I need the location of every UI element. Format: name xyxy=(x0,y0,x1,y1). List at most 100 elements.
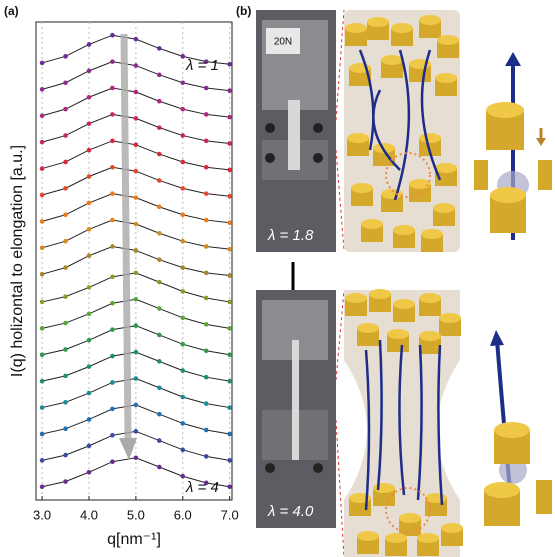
data-point xyxy=(227,300,232,305)
ring-top xyxy=(409,179,431,189)
ring-top xyxy=(393,299,415,309)
data-point xyxy=(180,315,185,320)
data-point xyxy=(40,352,45,357)
data-point xyxy=(227,247,232,252)
data-point xyxy=(134,376,139,381)
data-point xyxy=(63,239,68,244)
x-tick-label: 5.0 xyxy=(127,507,145,522)
data-point xyxy=(134,403,139,408)
data-point xyxy=(110,33,115,38)
data-point xyxy=(204,322,209,327)
data-point xyxy=(110,380,115,385)
data-point xyxy=(110,59,115,64)
data-point xyxy=(227,115,232,120)
ring-top xyxy=(421,229,443,239)
data-point xyxy=(157,359,162,364)
data-point xyxy=(63,294,68,299)
data-point xyxy=(180,395,185,400)
x-axis-label: q[nm⁻¹] xyxy=(107,531,161,548)
data-point xyxy=(134,429,139,434)
ring-top xyxy=(367,17,389,27)
data-point xyxy=(63,453,68,458)
data-point xyxy=(227,484,232,489)
ring-top xyxy=(391,23,413,33)
data-point xyxy=(63,321,68,326)
data-point xyxy=(40,405,45,410)
ring-top xyxy=(433,203,455,213)
data-point xyxy=(134,323,139,328)
ring-top xyxy=(435,163,457,173)
data-point xyxy=(40,300,45,305)
data-point xyxy=(110,275,115,280)
data-point xyxy=(110,165,115,170)
data-point xyxy=(134,455,139,460)
data-point xyxy=(40,166,45,171)
strain-label: λ = 4.0 xyxy=(267,503,314,520)
data-point xyxy=(87,69,92,74)
data-point xyxy=(157,231,162,236)
sign-text: 20N xyxy=(274,37,292,48)
data-point xyxy=(134,297,139,302)
ring-top xyxy=(417,533,439,543)
annotation: λ = 4 xyxy=(185,479,219,496)
ring-top xyxy=(419,133,441,143)
data-point xyxy=(227,432,232,437)
data-point xyxy=(63,265,68,270)
data-point xyxy=(63,186,68,191)
data-point xyxy=(63,107,68,112)
data-point xyxy=(157,306,162,311)
figure: 3.04.05.06.07.0 (a) λ = 1 λ = 4 I(q) hol… xyxy=(0,0,555,557)
ring-top xyxy=(387,329,409,339)
data-point xyxy=(157,412,162,417)
data-point xyxy=(87,121,92,126)
data-point xyxy=(157,385,162,390)
data-point xyxy=(157,205,162,210)
data-point xyxy=(227,352,232,357)
data-point xyxy=(87,285,92,290)
data-point xyxy=(63,54,68,59)
data-point xyxy=(110,327,115,332)
data-point xyxy=(134,350,139,355)
ring-top xyxy=(347,133,369,143)
data-point xyxy=(157,99,162,104)
zoom-lines xyxy=(336,10,344,557)
data-point xyxy=(157,438,162,443)
data-point xyxy=(180,448,185,453)
data-point xyxy=(180,289,185,294)
data-point xyxy=(227,168,232,173)
data-point xyxy=(134,169,139,174)
data-point xyxy=(227,62,232,67)
data-point xyxy=(87,201,92,206)
data-point xyxy=(87,42,92,47)
data-point xyxy=(110,244,115,249)
data-point xyxy=(180,133,185,138)
data-point xyxy=(87,148,92,153)
data-point xyxy=(40,219,45,224)
ring-top xyxy=(357,531,379,541)
data-point xyxy=(134,271,139,276)
data-point xyxy=(40,140,45,145)
ring-top xyxy=(357,323,379,333)
data-point xyxy=(157,178,162,183)
data-point xyxy=(40,458,45,463)
data-point xyxy=(180,160,185,165)
data-point xyxy=(134,222,139,227)
data-point xyxy=(40,326,45,331)
data-point xyxy=(180,265,185,270)
data-point xyxy=(204,296,209,301)
data-point xyxy=(110,139,115,144)
data-point xyxy=(157,465,162,470)
data-point xyxy=(204,454,209,459)
data-point xyxy=(227,141,232,146)
data-point xyxy=(227,194,232,199)
ring-top xyxy=(345,293,367,303)
data-point xyxy=(204,375,209,380)
data-point xyxy=(227,88,232,93)
data-point xyxy=(180,368,185,373)
ring-top xyxy=(381,55,403,65)
data-point xyxy=(204,244,209,249)
data-point xyxy=(40,61,45,66)
data-point xyxy=(87,338,92,343)
data-point xyxy=(63,133,68,138)
ring-top xyxy=(437,35,459,45)
